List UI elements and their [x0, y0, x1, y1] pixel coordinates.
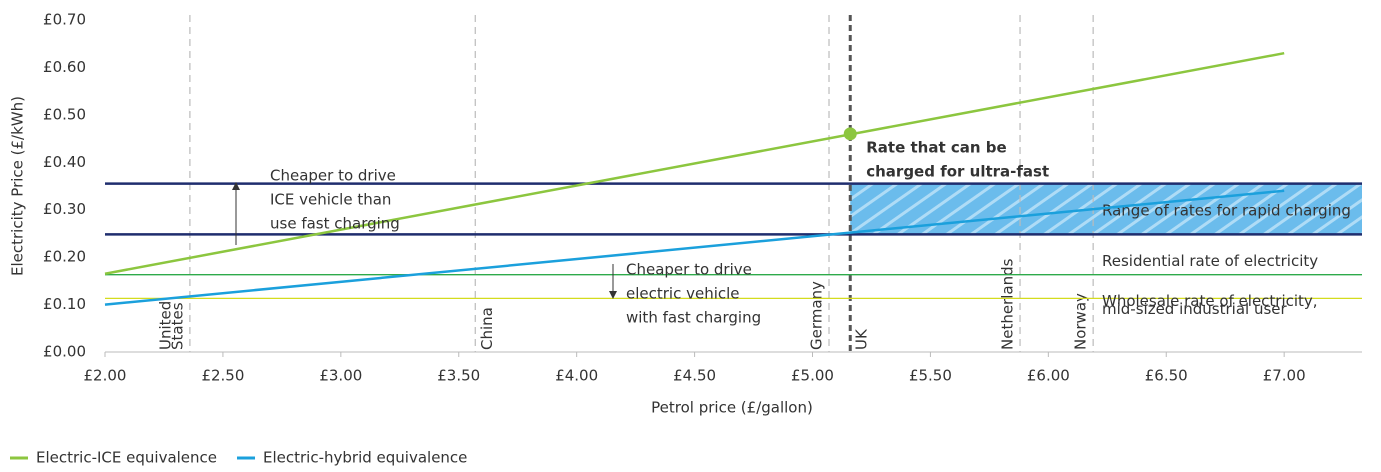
- point-label: charged for ultra-fast: [866, 163, 1049, 181]
- annotation-text: use fast charging: [270, 215, 400, 233]
- x-tick-label: £7.00: [1263, 367, 1306, 385]
- rate-label: mid-sized industrial user: [1102, 300, 1287, 318]
- y-tick-label: £0.40: [43, 153, 86, 171]
- y-axis-title: Electricity Price (£/kWh): [9, 96, 27, 276]
- x-tick-label: £3.00: [319, 367, 362, 385]
- legend-label: Electric-hybrid equivalence: [263, 449, 467, 467]
- annotation-text: with fast charging: [626, 309, 761, 327]
- x-tick-label: £6.00: [1027, 367, 1070, 385]
- y-tick-label: £0.60: [43, 58, 86, 76]
- x-tick-label: £2.00: [84, 367, 127, 385]
- point-label: Rate that can be: [866, 139, 1006, 157]
- annotation-text: Cheaper to drive: [270, 167, 396, 185]
- y-tick-label: £0.20: [43, 248, 86, 266]
- series-line: [104, 51, 1285, 275]
- country-label: United: [156, 301, 174, 350]
- annotation-text: electric vehicle: [626, 285, 740, 303]
- y-tick-label: £0.00: [43, 343, 86, 361]
- x-tick-label: £6.50: [1145, 367, 1188, 385]
- x-tick-label: £4.00: [555, 367, 598, 385]
- x-tick-label: £4.50: [673, 367, 716, 385]
- country-label: Norway: [1072, 293, 1090, 350]
- legend-label: Electric-ICE equivalence: [36, 449, 217, 467]
- x-tick-label: £5.00: [791, 367, 834, 385]
- rate-label: Residential rate of electricity: [1102, 252, 1318, 270]
- series-line: [104, 189, 1285, 306]
- x-tick-label: £5.50: [909, 367, 952, 385]
- annotation-text: Cheaper to drive: [626, 261, 752, 279]
- y-tick-label: £0.50: [43, 105, 86, 123]
- y-tick-label: £0.30: [43, 200, 86, 218]
- ultra-fast-point: [843, 127, 857, 141]
- y-tick-label: £0.10: [43, 295, 86, 313]
- country-label: Germany: [808, 281, 826, 350]
- y-tick-label: £0.70: [43, 11, 86, 29]
- x-axis-title: Petrol price (£/gallon): [651, 399, 813, 417]
- country-label: Netherlands: [999, 258, 1017, 350]
- country-label: UK: [853, 328, 871, 350]
- rate-label: Wholesale rate of electricity,: [1102, 292, 1318, 310]
- x-tick-label: £2.50: [201, 367, 244, 385]
- band-label: Range of rates for rapid charging: [1102, 202, 1351, 220]
- annotation-text: ICE vehicle than: [270, 191, 391, 209]
- x-tick-label: £3.50: [437, 367, 480, 385]
- country-label: States: [168, 302, 186, 350]
- country-label: China: [478, 307, 496, 350]
